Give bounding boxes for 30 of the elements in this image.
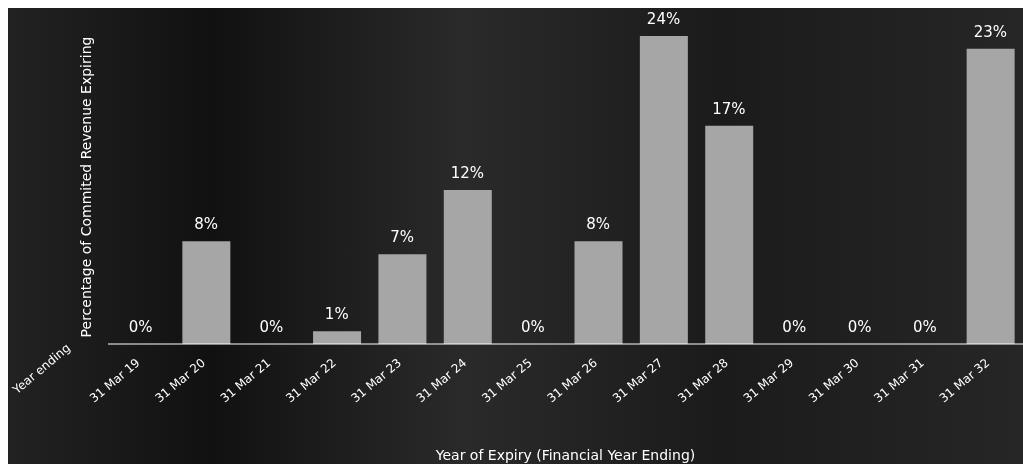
- x-tick-label: 31 Mar 22: [283, 355, 339, 406]
- data-label: 0%: [259, 318, 284, 336]
- data-label: 0%: [128, 318, 153, 336]
- x-axis-title: Year of Expiry (Financial Year Ending): [434, 447, 696, 463]
- data-label: 0%: [913, 318, 937, 336]
- data-label: 23%: [973, 22, 1007, 41]
- x-tick-label: 31 Mar 30: [805, 355, 862, 406]
- x-tick-label: 31 Mar 23: [348, 355, 405, 406]
- x-tick-label: 31 Mar 28: [675, 355, 731, 406]
- data-label: 24%: [646, 10, 681, 28]
- data-label: 0%: [520, 318, 545, 336]
- x-tick-label: 31 Mar 25: [479, 355, 535, 406]
- y-axis-title: Percentage of Commited Revenue Expiring: [78, 35, 94, 340]
- data-label: 0%: [782, 318, 807, 336]
- data-label: 7%: [390, 228, 415, 247]
- data-label: 0%: [847, 318, 872, 336]
- data-label: 8%: [194, 215, 218, 234]
- x-tick-label: 31 Mar 27: [609, 355, 666, 406]
- x-tick-label: 31 Mar 26: [544, 355, 601, 406]
- data-label: 8%: [586, 215, 611, 234]
- x-tick-label: 31 Mar 29: [740, 355, 797, 406]
- x-tick-label: 31 Mar 19: [87, 355, 143, 406]
- x-tick-label: 31 Mar 24: [413, 355, 470, 406]
- x-tick-label: 31 Mar 32: [936, 355, 993, 406]
- data-label: 12%: [450, 164, 485, 182]
- x-tick-label: 31 Mar 21: [217, 355, 274, 406]
- x-tick-label: 31 Mar 20: [152, 355, 208, 406]
- data-label: 1%: [324, 305, 349, 324]
- data-label: 17%: [712, 99, 746, 118]
- x-tick-label: 31 Mar 31: [871, 355, 927, 406]
